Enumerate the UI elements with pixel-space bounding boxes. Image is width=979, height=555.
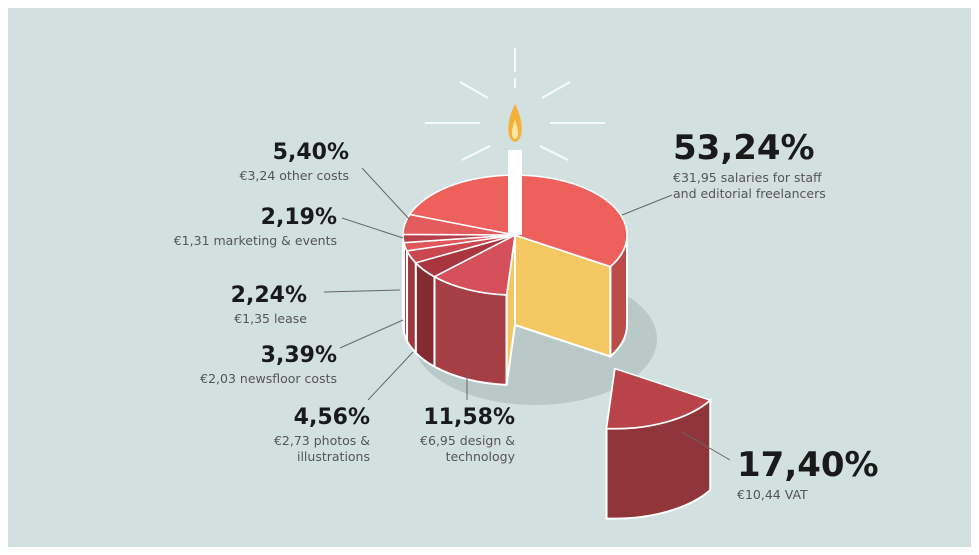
slice-label: 17,40% €10,44 VAT — [737, 445, 902, 503]
category-label: €6,95 design & technology — [420, 433, 515, 464]
candle — [425, 48, 605, 235]
slice-side — [406, 250, 417, 356]
percent-label: 11,58% — [423, 405, 515, 430]
leader-line — [341, 217, 404, 239]
slice-label: 4,56% €2,73 photos & illustrations — [240, 405, 370, 465]
percent-label: 53,24% — [673, 128, 815, 168]
leader-line — [361, 167, 411, 221]
leader-line — [681, 431, 731, 461]
pie-slice — [432, 233, 516, 296]
pie-slice — [402, 213, 516, 236]
percent-label: 17,40% — [737, 445, 879, 485]
pie-slice — [605, 367, 712, 430]
category-label: €2,73 photos & illustrations — [273, 433, 370, 464]
slice-side — [414, 260, 436, 369]
slice-label: 2,19% €1,31 marketing & events — [137, 205, 337, 249]
category-label: €1,31 marketing & events — [173, 233, 337, 248]
candle-body — [508, 150, 522, 235]
category-label: €10,44 VAT — [737, 487, 808, 502]
leader-line — [621, 194, 673, 216]
slice-label: 53,24% €31,95 salaries for staff and edit… — [673, 128, 838, 202]
slice-label: 11,58% €6,95 design & technology — [385, 405, 515, 465]
category-label: €31,95 salaries for staff and editorial … — [673, 170, 826, 201]
percent-label: 5,40% — [272, 140, 349, 165]
category-label: €2,03 newsfloor costs — [200, 371, 337, 386]
slice-side — [402, 234, 405, 333]
percent-label: 2,24% — [230, 283, 307, 308]
flame-core — [512, 120, 518, 139]
percent-label: 3,39% — [260, 343, 337, 368]
category-label: €3,24 other costs — [239, 168, 349, 183]
slice-label: 5,40% €3,24 other costs — [219, 140, 349, 184]
rays — [425, 48, 605, 161]
category-label: €1,35 lease — [234, 311, 307, 326]
percent-label: 4,56% — [293, 405, 370, 430]
slice-label: 3,39% €2,03 newsfloor costs — [137, 343, 337, 387]
leader-line — [323, 289, 401, 293]
leader-line — [339, 319, 404, 349]
leader-line — [367, 351, 414, 401]
slice-label: 2,24% €1,35 lease — [177, 283, 307, 327]
percent-label: 2,19% — [260, 205, 337, 230]
